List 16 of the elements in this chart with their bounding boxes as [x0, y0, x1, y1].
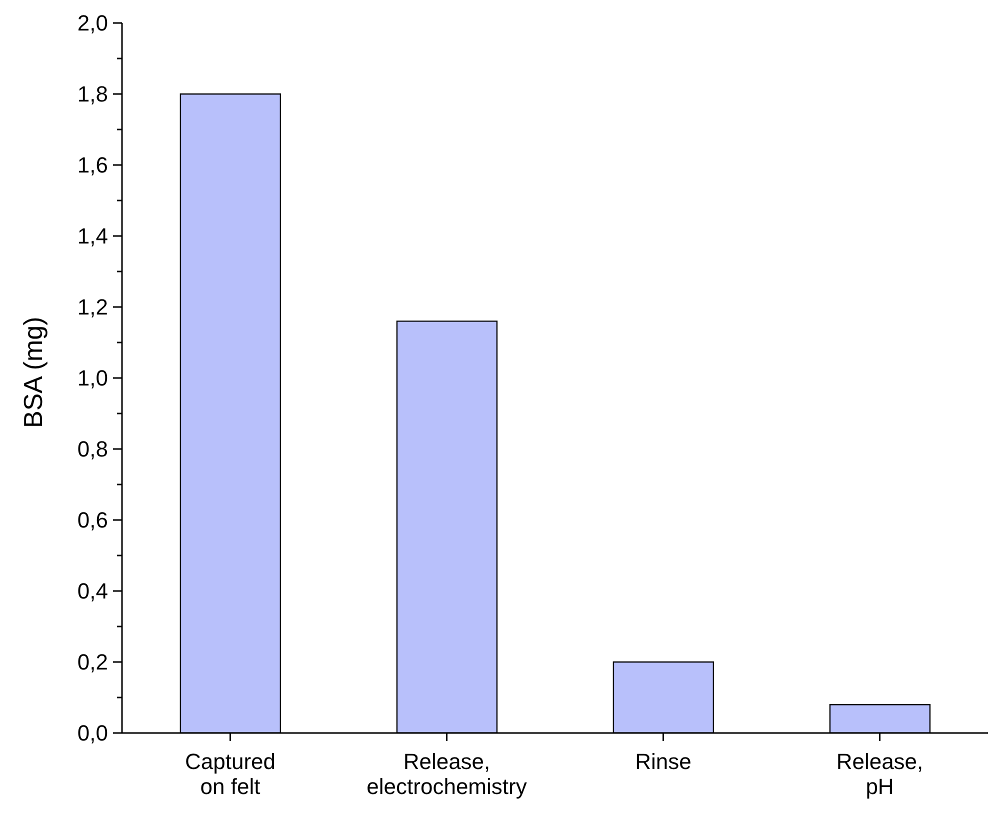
x-tick-label: Captured on felt	[184, 748, 276, 800]
y-tick-label: 1,0	[77, 366, 108, 391]
x-tick-label: Rinse	[635, 748, 692, 774]
y-tick-label: 0,8	[77, 436, 108, 462]
y-axis-title: BSA (mg)	[18, 316, 48, 428]
y-tick-label: 0,6	[77, 508, 108, 533]
y-tick-label: 0,0	[77, 720, 108, 746]
y-tick-label: 1,8	[77, 82, 108, 107]
y-tick-label: 2,0	[77, 10, 108, 36]
y-tick-label: 0,4	[77, 578, 108, 604]
y-tick-label: 0,2	[77, 650, 108, 675]
y-tick-label: 1,6	[77, 152, 108, 178]
y-tick-label: 1,4	[77, 224, 108, 249]
x-tick-label: Release, pH	[836, 748, 924, 800]
x-tick-label: Release, electrochemistry	[366, 748, 527, 800]
y-tick-label: 1,2	[77, 294, 108, 320]
